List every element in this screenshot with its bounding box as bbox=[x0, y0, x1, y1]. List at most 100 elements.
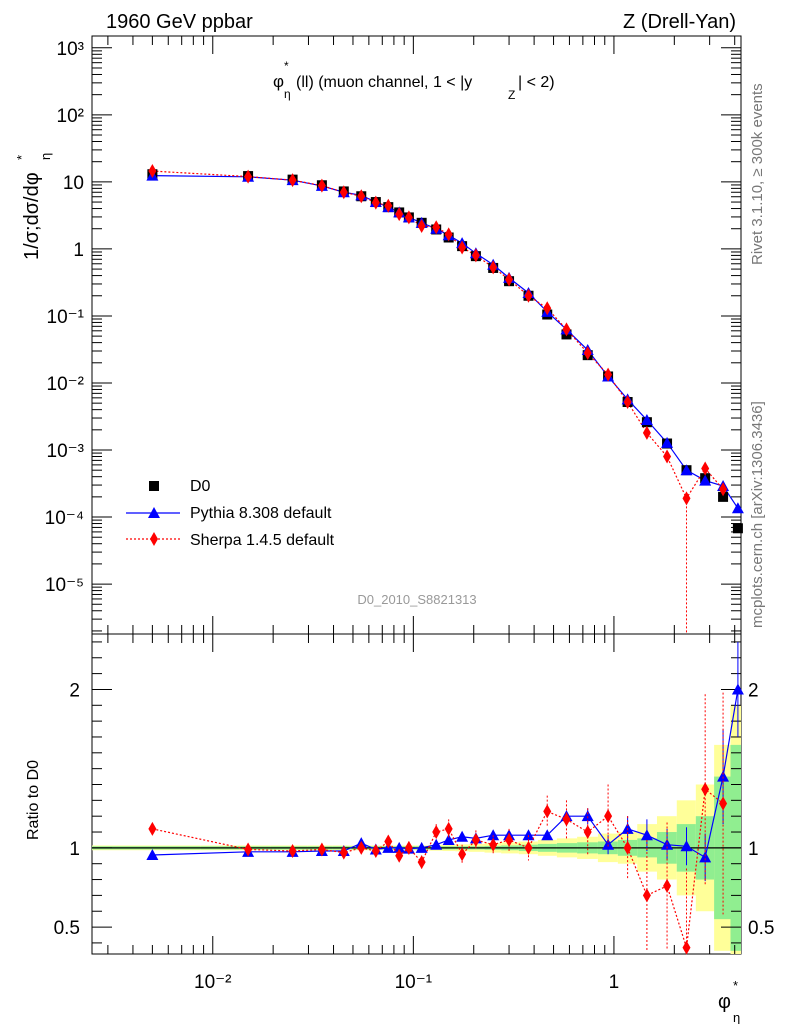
main-sherpa-point bbox=[417, 218, 426, 233]
main-sherpa-point bbox=[444, 227, 453, 242]
main-sherpa-point bbox=[357, 189, 366, 204]
main-sherpa-point bbox=[505, 272, 514, 287]
ratio-pythia-point bbox=[602, 838, 615, 850]
ratio-sherpa-point bbox=[384, 834, 393, 849]
ratio-y-tick-label: 2 bbox=[69, 680, 80, 701]
ratio-pythia-point bbox=[415, 841, 428, 853]
x-tick-label: 10⁻² bbox=[194, 972, 232, 993]
svg-text:*: * bbox=[733, 978, 738, 993]
svg-text:η: η bbox=[38, 153, 53, 160]
svg-text:η: η bbox=[733, 1010, 740, 1024]
ratio-sherpa-point bbox=[148, 821, 157, 836]
main-sherpa-point bbox=[395, 207, 404, 222]
ratio-sherpa-point bbox=[505, 832, 514, 847]
legend: D0 Pythia 8.308 default Sherpa 1.4.5 def… bbox=[126, 478, 335, 549]
legend-d0-marker bbox=[149, 481, 159, 491]
ratio-sherpa-point bbox=[543, 804, 552, 819]
main-sherpa-point bbox=[244, 169, 253, 184]
x-tick-label: 10⁻¹ bbox=[395, 972, 433, 993]
main-pythia-line bbox=[152, 175, 739, 509]
y-tick-label: 10² bbox=[57, 106, 84, 127]
x-axis-label: φ * η bbox=[718, 978, 740, 1024]
svg-text:Z: Z bbox=[508, 88, 515, 102]
main-sherpa-point bbox=[623, 395, 632, 410]
ratio-pythia-point bbox=[442, 833, 455, 845]
main-pythia-point bbox=[640, 414, 653, 426]
main-sherpa-point bbox=[288, 173, 297, 188]
ratio-sherpa-point bbox=[663, 878, 672, 893]
ratio-pythia-point bbox=[146, 848, 159, 860]
ratio-pythia-point bbox=[456, 830, 469, 842]
y-tick-label: 10⁻² bbox=[47, 374, 85, 395]
main-sherpa-point bbox=[682, 491, 691, 506]
ratio-y-tick-label: 1 bbox=[69, 839, 80, 860]
svg-text:φ: φ bbox=[273, 72, 284, 91]
main-pythia-point bbox=[680, 464, 693, 476]
ratio-y-tick-label-right: 0.5 bbox=[748, 918, 774, 939]
ratio-pythia-point bbox=[717, 770, 730, 782]
legend-d0-label: D0 bbox=[190, 478, 211, 495]
main-sherpa-point bbox=[583, 346, 592, 361]
ratio-pythia-point bbox=[522, 829, 535, 841]
y-tick-label: 10⁻⁵ bbox=[45, 575, 84, 596]
ratio-sherpa-point bbox=[642, 888, 651, 903]
header-right: Z (Drell-Yan) bbox=[623, 11, 736, 33]
main-sherpa-point bbox=[562, 322, 571, 337]
y-tick-label: 10⁻⁴ bbox=[45, 508, 84, 529]
svg-text:φ: φ bbox=[718, 991, 731, 1013]
header-left: 1960 GeV ppbar bbox=[106, 11, 253, 33]
mcplots-label: mcplots.cern.ch [arXiv:1306.3436] bbox=[749, 401, 766, 628]
legend-sherpa-label: Sherpa 1.4.5 default bbox=[190, 532, 335, 549]
rivet-label: Rivet 3.1.10, ≥ 300k events bbox=[749, 83, 766, 265]
ratio-pythia-point bbox=[680, 840, 693, 852]
main-sherpa-point bbox=[543, 301, 552, 316]
ratio-sherpa-point bbox=[444, 821, 453, 836]
ratio-sherpa-point bbox=[244, 842, 253, 857]
ratio-sherpa-point bbox=[288, 844, 297, 859]
ratio-sherpa-point bbox=[417, 855, 426, 870]
main-sherpa-point bbox=[404, 210, 413, 225]
ratio-y-tick-label: 0.5 bbox=[54, 918, 80, 939]
y-tick-label: 10⁻¹ bbox=[47, 307, 85, 328]
ratio-sherpa-point bbox=[317, 842, 326, 857]
svg-text:(ll) (muon channel, 1 < |y: (ll) (muon channel, 1 < |y bbox=[296, 74, 472, 91]
main-d0-point bbox=[732, 523, 743, 534]
ratio-plot-frame bbox=[91, 633, 742, 955]
ratio-sherpa-line bbox=[152, 788, 724, 948]
ratio-sherpa-point bbox=[458, 847, 467, 862]
main-sherpa-point bbox=[148, 164, 157, 179]
main-pythia-point bbox=[661, 436, 674, 448]
main-sherpa-point bbox=[371, 195, 380, 210]
y-tick-label: 1 bbox=[73, 240, 84, 261]
main-sherpa-point bbox=[489, 260, 498, 275]
ratio-sherpa-point bbox=[432, 825, 441, 840]
ratio-ylabel: Ratio to D0 bbox=[25, 760, 42, 840]
ratio-sherpa-point bbox=[489, 837, 498, 852]
ratio-pythia-point bbox=[430, 838, 443, 850]
ratio-sherpa-point bbox=[583, 825, 592, 840]
main-pythia-point bbox=[699, 474, 712, 486]
ratio-sherpa-point bbox=[623, 840, 632, 855]
ratio-y-tick-label-right: 2 bbox=[748, 680, 759, 701]
ratio-pythia-point bbox=[541, 829, 554, 841]
svg-text:| < 2): | < 2) bbox=[518, 74, 555, 91]
svg-text:1/σ;dσ/dφ: 1/σ;dσ/dφ bbox=[21, 172, 43, 260]
ratio-y-tick-label-right: 1 bbox=[748, 839, 759, 860]
svg-text:*: * bbox=[14, 155, 29, 160]
main-sherpa-point bbox=[642, 425, 651, 440]
ratio-pythia-point bbox=[731, 683, 744, 695]
ratio-pythia-point bbox=[487, 829, 500, 841]
main-sherpa-point bbox=[458, 240, 467, 255]
main-d0-point bbox=[718, 491, 729, 502]
analysis-label: D0_2010_S8821313 bbox=[357, 592, 476, 607]
ratio-sherpa-point bbox=[524, 840, 533, 855]
ratio-sherpa-point bbox=[682, 940, 691, 955]
ratio-sherpa-point bbox=[395, 848, 404, 863]
y-tick-label: 10⁻³ bbox=[47, 441, 85, 462]
ratio-sherpa-point bbox=[404, 840, 413, 855]
y-tick-label: 10³ bbox=[57, 39, 84, 60]
ratio-pythia-point bbox=[640, 829, 653, 841]
ratio-sherpa-point bbox=[719, 796, 728, 811]
x-tick-label: 1 bbox=[609, 972, 620, 993]
